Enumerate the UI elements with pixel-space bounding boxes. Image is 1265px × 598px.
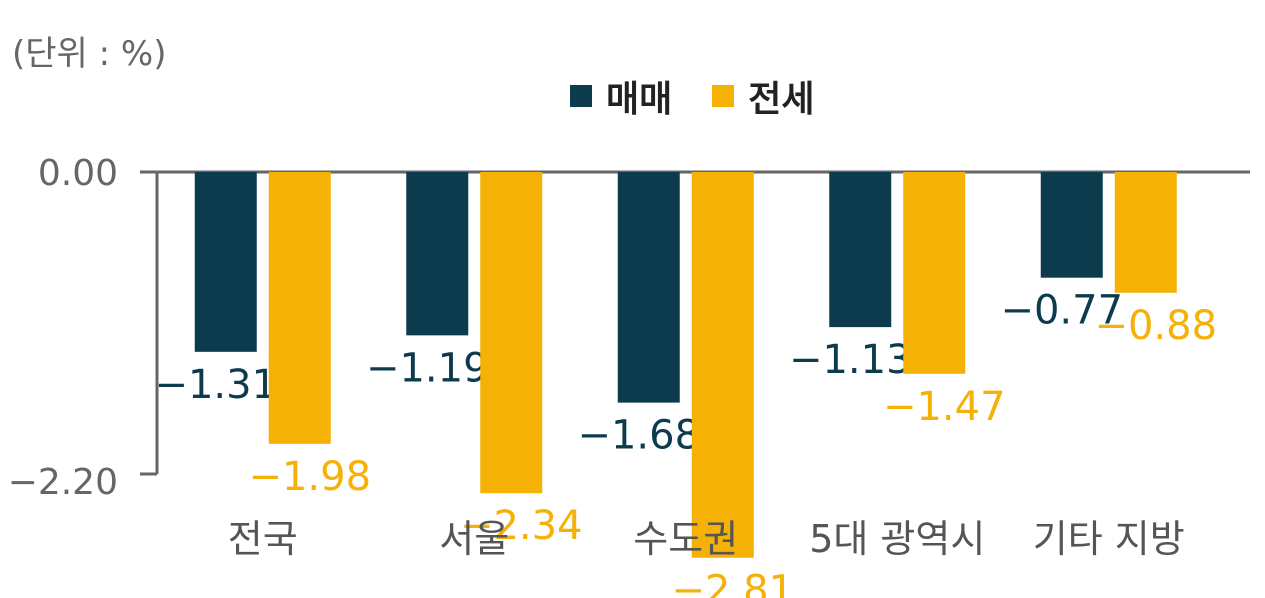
bar-sale [617, 172, 680, 403]
category-label: 수도권 [633, 517, 738, 561]
data-label-sale: −1.13 [789, 337, 912, 383]
data-label-jeonse: −2.34 [460, 503, 583, 549]
data-label-sale: −0.77 [1000, 288, 1123, 334]
data-label-jeonse: −1.47 [883, 384, 1006, 430]
legend-item-sale: 매매 [570, 70, 672, 122]
category-label: 기타 지방 [1033, 517, 1185, 561]
legend-swatch-sale [570, 85, 592, 107]
data-label-sale: −1.68 [577, 413, 700, 459]
legend-label-sale: 매매 [606, 79, 673, 120]
category-label: 서울 [439, 517, 509, 561]
y-tick-label-bottom: −2.20 [8, 462, 118, 503]
bar-sale [406, 172, 469, 336]
data-label-jeonse: −1.98 [248, 454, 371, 500]
bar-jeonse [903, 172, 966, 374]
data-label-sale: −1.19 [366, 345, 489, 391]
bar-sale [1040, 172, 1103, 278]
data-label-sale: −1.31 [154, 362, 277, 408]
category-label: 5대 광역시 [809, 517, 985, 561]
bar-sale [829, 172, 892, 328]
bar-jeonse [1114, 172, 1177, 293]
legend-swatch-jeonse [712, 85, 735, 107]
legend-item-jeonse: 전세 [712, 70, 815, 122]
data-label-jeonse: −0.88 [1094, 303, 1217, 349]
bar-jeonse [480, 172, 543, 494]
chart-legend: 매매 전세 [570, 70, 855, 122]
unit-label: (단위 : %) [12, 34, 167, 74]
bar-jeonse [691, 172, 754, 558]
bar-jeonse [268, 172, 331, 444]
category-label: 전국 [228, 517, 298, 561]
y-tick-label-top: 0.00 [38, 153, 118, 194]
data-label-jeonse: −2.81 [671, 568, 794, 598]
bar-sale [194, 172, 257, 352]
legend-label-jeonse: 전세 [748, 79, 815, 120]
